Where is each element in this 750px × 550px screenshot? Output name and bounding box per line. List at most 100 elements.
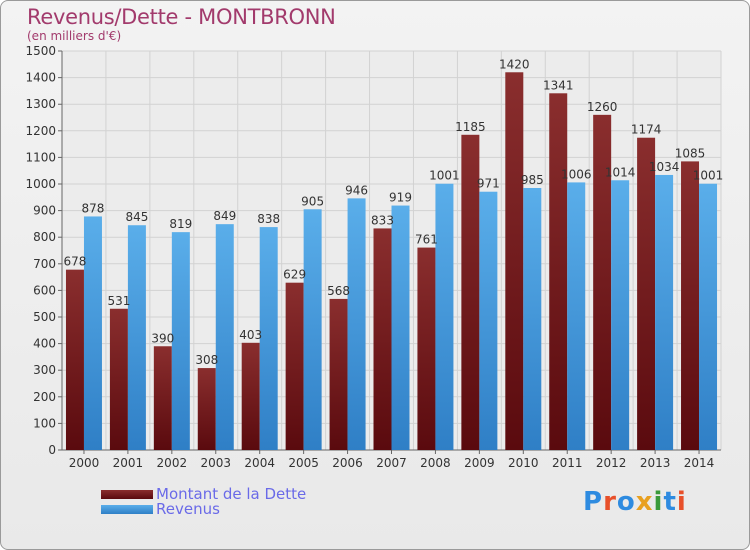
data-label-dette: 1085 (675, 146, 706, 160)
y-tick-label: 700 (33, 257, 56, 271)
bar-dette (373, 228, 392, 450)
logo-letter: r (603, 487, 617, 517)
legend-label-dette: Montant de la Dette (156, 485, 307, 503)
logo-letter: x (635, 487, 654, 517)
bar-dette (285, 282, 304, 450)
data-label-revenus: 845 (125, 210, 148, 224)
data-label-revenus: 878 (82, 201, 105, 215)
bars (65, 72, 718, 451)
bar-dette (241, 342, 260, 450)
x-tick-label: 2012 (596, 456, 627, 470)
data-labels: 678 878 531 845 390 819 308 849 403 838 629 905 568 9… (64, 57, 724, 367)
data-label-dette: 1185 (455, 120, 486, 134)
y-tick-label: 1500 (25, 44, 56, 58)
bar-dette (637, 137, 656, 450)
y-tick-label: 400 (33, 337, 56, 351)
x-tick-label: 2014 (684, 456, 715, 470)
data-label-dette: 308 (195, 353, 218, 367)
data-label-revenus: 1014 (605, 165, 636, 179)
data-label-dette: 403 (239, 328, 262, 342)
chart-title: Revenus/Dette - MONTBRONN (27, 5, 336, 29)
bar-dette (505, 72, 524, 450)
bar-revenus (127, 225, 146, 450)
bar-dette (65, 269, 84, 450)
y-tick-label: 600 (33, 283, 56, 297)
x-tick-label: 2004 (244, 456, 275, 470)
data-label-dette: 1260 (587, 100, 618, 114)
bar-revenus (391, 205, 410, 450)
x-tick-label: 2010 (508, 456, 539, 470)
data-label-dette: 833 (371, 213, 394, 227)
data-label-revenus: 985 (521, 173, 544, 187)
data-label-revenus: 1034 (649, 160, 680, 174)
bar-revenus (83, 216, 102, 450)
chart-subtitle: (en milliers d'€) (27, 29, 122, 43)
legend-swatch-dette (101, 490, 153, 499)
data-label-revenus: 971 (477, 177, 500, 191)
data-label-dette: 1174 (631, 123, 662, 137)
data-label-revenus: 1001 (693, 169, 724, 183)
y-tick-label: 0 (48, 443, 56, 457)
x-tick-label: 2006 (332, 456, 363, 470)
legend-item-revenus: Revenus (101, 500, 361, 518)
data-label-dette: 629 (283, 268, 306, 282)
x-tick-label: 2001 (113, 456, 144, 470)
bar-revenus (303, 209, 322, 450)
x-tick-label: 2009 (464, 456, 495, 470)
bar-dette (153, 346, 172, 450)
bar-revenus (699, 183, 718, 450)
data-label-revenus: 1006 (561, 167, 592, 181)
data-label-dette: 568 (327, 284, 350, 298)
x-tick-label: 2011 (552, 456, 583, 470)
y-tick-label: 1200 (25, 124, 56, 138)
bar-revenus (611, 180, 630, 450)
bar-dette (197, 368, 216, 450)
y-tick-label: 900 (33, 204, 56, 218)
data-label-revenus: 1001 (429, 169, 460, 183)
legend-item-dette: Montant de la Dette (101, 485, 361, 503)
bar-revenus (567, 182, 586, 451)
y-tick-label: 1100 (25, 150, 56, 164)
y-tick-label: 300 (33, 363, 56, 377)
bar-revenus (435, 183, 454, 450)
y-tick-label: 1400 (25, 71, 56, 85)
bar-dette (549, 93, 568, 450)
proxiti-logo: Proxiti (583, 487, 687, 517)
bar-revenus (347, 198, 366, 450)
x-tick-label: 2013 (640, 456, 671, 470)
x-tick-label: 2000 (69, 456, 100, 470)
x-tick-label: 2007 (376, 456, 407, 470)
data-label-dette: 1420 (499, 57, 530, 71)
x-tick-label: 2003 (200, 456, 231, 470)
bar-dette (593, 114, 612, 450)
bar-revenus (259, 227, 278, 450)
x-tick-label: 2008 (420, 456, 451, 470)
y-tick-label: 1000 (25, 177, 56, 191)
y-tick-label: 500 (33, 310, 56, 324)
bar-dette (461, 134, 480, 451)
x-tick-label: 2002 (157, 456, 188, 470)
bar-dette (681, 161, 700, 450)
axes: 0 100 200 300 400 500 600 700 800 900 1000 1100 1200… (25, 44, 721, 470)
logo-letter: t (663, 487, 677, 517)
logo-letter: P (583, 487, 604, 517)
bar-revenus (215, 224, 234, 450)
y-tick-label: 200 (33, 390, 56, 404)
data-label-dette: 531 (107, 294, 130, 308)
bar-dette (109, 308, 128, 450)
legend-label-revenus: Revenus (156, 500, 220, 518)
data-label-revenus: 849 (213, 209, 236, 223)
data-label-revenus: 919 (389, 191, 412, 205)
bar-revenus (171, 232, 190, 450)
bar-dette (417, 247, 436, 450)
bar-revenus (655, 174, 674, 450)
data-label-revenus: 819 (169, 217, 192, 231)
data-label-dette: 678 (64, 255, 87, 269)
data-label-dette: 1341 (543, 78, 574, 92)
data-label-dette: 761 (415, 233, 438, 247)
y-tick-label: 100 (33, 416, 56, 430)
logo-letter: i (676, 487, 687, 517)
legend-swatch-revenus (101, 505, 153, 514)
logo-letter: o (616, 487, 636, 517)
